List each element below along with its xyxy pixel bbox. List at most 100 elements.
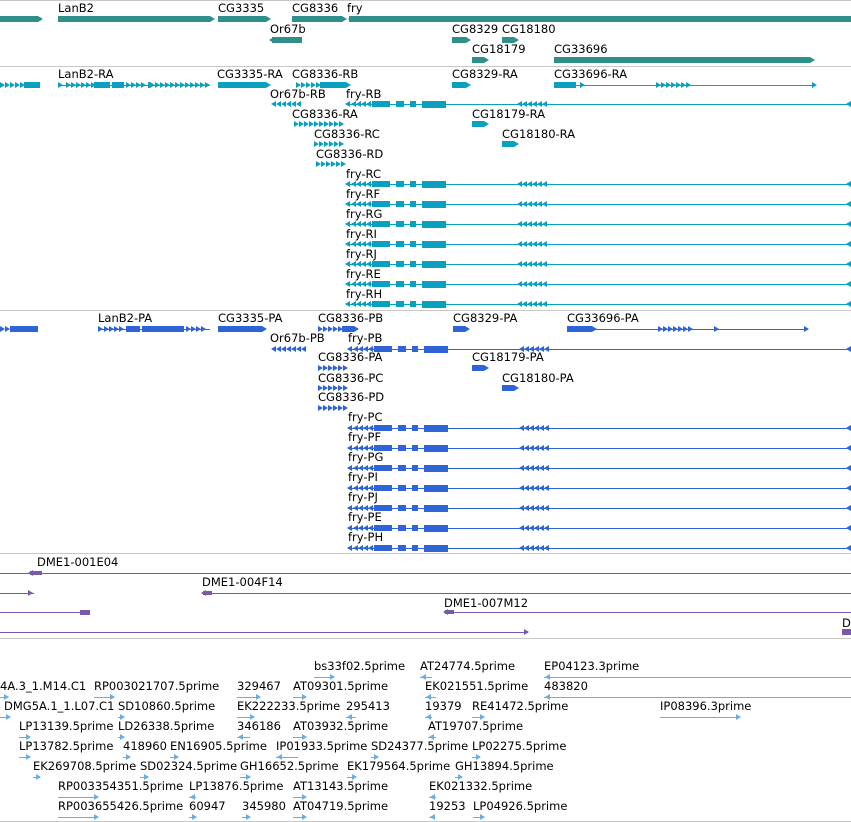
- exon-block[interactable]: [372, 181, 390, 187]
- exon-block[interactable]: [374, 425, 392, 431]
- est-label[interactable]: 19253: [429, 799, 466, 813]
- est-label[interactable]: AT03932.5prime: [293, 719, 389, 733]
- est-label[interactable]: EK021551.5prime: [425, 679, 529, 693]
- exon-block[interactable]: [203, 591, 212, 595]
- exon-block[interactable]: [396, 281, 404, 287]
- est-label[interactable]: EP04123.3prime: [544, 659, 640, 673]
- exon-block[interactable]: [410, 281, 416, 287]
- gene-label[interactable]: CG33696: [554, 42, 608, 56]
- exon-block[interactable]: [94, 82, 110, 88]
- protein-label[interactable]: CG18179-PA: [472, 350, 544, 364]
- exon-block[interactable]: [412, 445, 418, 451]
- exon-block[interactable]: [398, 525, 406, 531]
- est-label[interactable]: RE41472.5prime: [472, 699, 569, 713]
- est-label[interactable]: 483820: [544, 679, 588, 693]
- exon-block[interactable]: [842, 629, 851, 635]
- clone-label[interactable]: D: [842, 616, 851, 630]
- est-label[interactable]: SD24377.5prime: [371, 739, 469, 753]
- exon-block[interactable]: [396, 101, 404, 107]
- exon-block[interactable]: [374, 545, 392, 551]
- exon-block[interactable]: [374, 525, 392, 531]
- transcript-label[interactable]: fry-RG: [346, 207, 383, 221]
- exon-block[interactable]: [424, 464, 448, 472]
- exon-block[interactable]: [396, 221, 404, 227]
- gene-label[interactable]: CG18180: [502, 22, 556, 36]
- exon-block[interactable]: [424, 504, 448, 512]
- est-label[interactable]: LD26338.5prime: [118, 719, 215, 733]
- exon-block[interactable]: [410, 101, 416, 107]
- exon-block[interactable]: [372, 261, 390, 267]
- exon-block[interactable]: [412, 425, 418, 431]
- clone-label[interactable]: DME1-007M12: [444, 596, 529, 610]
- exon-block[interactable]: [502, 385, 514, 391]
- exon-block[interactable]: [112, 82, 124, 88]
- exon-block[interactable]: [424, 484, 448, 492]
- est-label[interactable]: EN16905.5prime: [170, 739, 267, 753]
- est-label[interactable]: DMG5A.1_1.L07.C1: [4, 699, 115, 713]
- exon-block[interactable]: [396, 241, 404, 247]
- est-label[interactable]: LP13139.5prime: [19, 719, 114, 733]
- exon-block[interactable]: [398, 485, 406, 491]
- est-label[interactable]: EK222233.5prime: [237, 699, 341, 713]
- exon-block[interactable]: [372, 301, 390, 307]
- exon-block[interactable]: [374, 465, 392, 471]
- gene-bar[interactable]: [292, 16, 342, 22]
- exon-block[interactable]: [410, 261, 416, 267]
- gene-label[interactable]: CG3335: [218, 1, 265, 15]
- transcript-label[interactable]: LanB2-RA: [58, 67, 114, 81]
- est-label[interactable]: LP04926.5prime: [473, 799, 568, 813]
- exon-block[interactable]: [412, 545, 418, 551]
- exon-block[interactable]: [410, 301, 416, 307]
- gene-label[interactable]: CG8329: [452, 22, 499, 36]
- exon-block[interactable]: [424, 345, 448, 353]
- est-label[interactable]: AT19707.5prime: [428, 719, 524, 733]
- gene-bar[interactable]: [349, 16, 851, 22]
- exon-block[interactable]: [218, 326, 262, 332]
- transcript-label[interactable]: fry-RB: [346, 87, 382, 101]
- protein-label[interactable]: fry-PF: [348, 430, 382, 444]
- exon-block[interactable]: [422, 300, 446, 308]
- gene-label[interactable]: CG8336: [292, 1, 339, 15]
- protein-label[interactable]: CG8336-PB: [318, 311, 384, 325]
- est-label[interactable]: AT24774.5prime: [420, 659, 516, 673]
- protein-label[interactable]: CG18180-PA: [502, 371, 574, 385]
- exon-block[interactable]: [398, 505, 406, 511]
- est-label[interactable]: EK021332.5prime: [429, 779, 533, 793]
- est-label[interactable]: GH16652.5prime: [240, 759, 339, 773]
- est-label[interactable]: 60947: [189, 799, 226, 813]
- exon-block[interactable]: [412, 505, 418, 511]
- exon-block[interactable]: [372, 101, 390, 107]
- transcript-label[interactable]: CG8336-RB: [292, 67, 359, 81]
- exon-block[interactable]: [412, 485, 418, 491]
- transcript-label[interactable]: CG8336-RC: [314, 127, 380, 141]
- est-label[interactable]: 345980: [242, 799, 286, 813]
- exon-block[interactable]: [10, 326, 38, 332]
- exon-block[interactable]: [372, 221, 390, 227]
- exon-block[interactable]: [567, 326, 592, 332]
- exon-block[interactable]: [142, 326, 184, 332]
- gene-label[interactable]: LanB2: [58, 1, 94, 15]
- est-label[interactable]: LP13876.5prime: [189, 779, 284, 793]
- exon-block[interactable]: [374, 505, 392, 511]
- exon-block[interactable]: [374, 445, 392, 451]
- protein-label[interactable]: CG3335-PA: [218, 311, 283, 325]
- transcript-label[interactable]: fry-RJ: [346, 247, 377, 261]
- est-label[interactable]: RP003354351.5prime: [58, 779, 184, 793]
- exon-block[interactable]: [398, 425, 406, 431]
- protein-label[interactable]: CG8336-PC: [318, 371, 384, 385]
- exon-block[interactable]: [218, 82, 266, 88]
- exon-block[interactable]: [398, 545, 406, 551]
- exon-block[interactable]: [453, 326, 465, 332]
- transcript-label[interactable]: CG18180-RA: [502, 127, 576, 141]
- est-label[interactable]: 329467: [237, 679, 281, 693]
- transcript-label[interactable]: CG3335-RA: [217, 67, 283, 81]
- exon-block[interactable]: [374, 485, 392, 491]
- exon-block[interactable]: [422, 280, 446, 288]
- est-label[interactable]: RP003655426.5prime: [58, 799, 184, 813]
- exon-block[interactable]: [422, 100, 446, 108]
- est-label[interactable]: AT04719.5prime: [293, 799, 389, 813]
- gene-bar[interactable]: [218, 16, 266, 22]
- exon-block[interactable]: [554, 82, 576, 88]
- protein-label[interactable]: CG8336-PD: [318, 390, 385, 404]
- exon-block[interactable]: [412, 346, 418, 352]
